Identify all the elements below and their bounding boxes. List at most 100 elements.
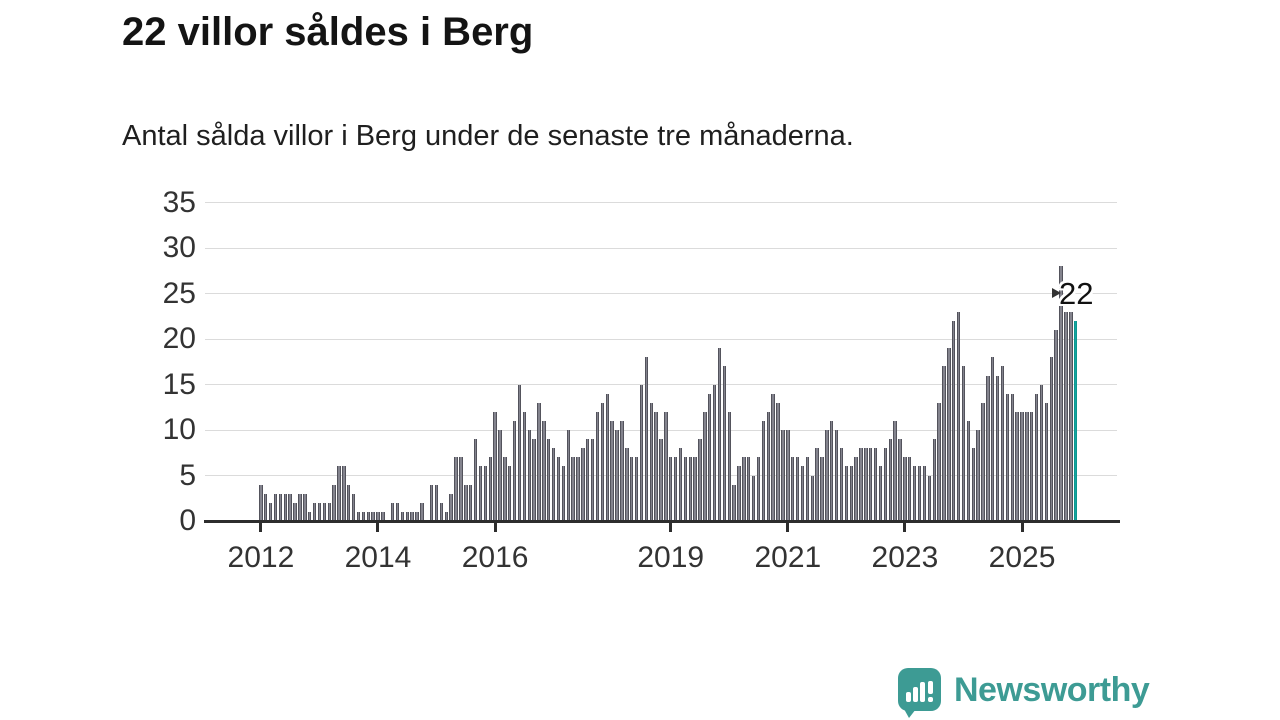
bar xyxy=(791,457,795,521)
x-tick-2012 xyxy=(259,523,263,532)
bar xyxy=(595,411,600,521)
bar xyxy=(932,439,936,521)
x-tick-2023 xyxy=(903,523,907,532)
bar xyxy=(742,457,746,521)
bar xyxy=(644,357,649,521)
bar xyxy=(429,484,434,521)
bar xyxy=(278,493,283,521)
bar xyxy=(761,421,766,521)
bar xyxy=(312,502,317,521)
chart-subtitle: Antal sålda villor i Berg under de senas… xyxy=(122,120,854,152)
x-tick-2014 xyxy=(376,523,380,532)
bar xyxy=(415,511,419,521)
x-axis-label-2012: 2012 xyxy=(227,541,295,574)
logo-badge-tail xyxy=(904,709,916,718)
bar xyxy=(449,493,453,521)
bar xyxy=(473,439,478,521)
bar xyxy=(468,484,473,521)
bar xyxy=(942,366,946,521)
bar xyxy=(737,466,741,521)
bar xyxy=(820,457,824,521)
logo-mini-bar-1 xyxy=(906,692,911,702)
bar xyxy=(893,421,897,521)
bar xyxy=(727,411,731,521)
bar xyxy=(981,402,985,521)
bar xyxy=(908,457,912,521)
bar xyxy=(381,511,385,521)
bar xyxy=(732,484,736,521)
bar xyxy=(625,448,629,521)
bar xyxy=(771,393,775,521)
bar xyxy=(1049,357,1053,521)
bar xyxy=(366,511,370,521)
bar xyxy=(503,457,507,521)
bar xyxy=(976,430,980,521)
y-axis-label-15: 15 xyxy=(162,367,196,401)
bar xyxy=(654,411,658,521)
bar xyxy=(834,430,839,521)
bar xyxy=(561,466,566,521)
bar xyxy=(307,511,312,521)
x-tick-2025 xyxy=(1020,523,1024,532)
y-axis-label-0: 0 xyxy=(179,504,196,537)
bar xyxy=(332,484,336,521)
bar xyxy=(615,430,619,521)
bar xyxy=(898,439,902,521)
logo-exclamation-dot xyxy=(928,697,933,702)
bar xyxy=(825,430,829,521)
bar xyxy=(571,457,575,521)
bar xyxy=(1030,411,1034,521)
bar xyxy=(649,402,653,521)
bar xyxy=(854,457,858,521)
bar xyxy=(986,375,990,521)
x-tick-2016 xyxy=(493,523,497,532)
bar xyxy=(795,457,800,521)
bar xyxy=(420,502,424,521)
y-axis-label-25: 25 xyxy=(162,276,196,310)
logo-text: Newsworthy xyxy=(954,671,1150,709)
bar xyxy=(1005,393,1010,521)
bar xyxy=(1034,393,1039,521)
bar xyxy=(878,466,883,521)
bar xyxy=(956,311,961,521)
bar xyxy=(912,466,917,521)
bar xyxy=(747,457,751,521)
x-axis-label-2016: 2016 xyxy=(461,541,529,574)
page-title: 22 villor såldes i Berg xyxy=(122,10,534,54)
bar xyxy=(805,457,810,521)
bar xyxy=(522,411,527,521)
bar xyxy=(995,375,1000,521)
bar xyxy=(283,493,287,521)
bar xyxy=(883,448,888,521)
bar xyxy=(693,457,697,521)
bar xyxy=(669,457,673,521)
bar xyxy=(1054,330,1058,521)
bar xyxy=(766,411,770,521)
bar xyxy=(966,421,971,521)
bar xyxy=(673,457,678,521)
bar xyxy=(952,321,956,521)
bar xyxy=(410,511,414,521)
bar xyxy=(556,457,561,521)
bar xyxy=(600,402,605,521)
bar xyxy=(361,511,366,521)
bar xyxy=(371,511,375,521)
bar xyxy=(688,457,692,521)
last-value-annotation: 22 xyxy=(1059,276,1094,311)
bar xyxy=(1039,384,1044,521)
bar xyxy=(815,448,819,521)
bar xyxy=(317,502,322,521)
bar xyxy=(566,430,570,521)
bar xyxy=(444,511,448,521)
highlighted-bar xyxy=(1073,321,1078,521)
bar xyxy=(508,466,512,521)
bar xyxy=(273,493,278,521)
bar xyxy=(586,439,590,521)
bar xyxy=(439,502,444,521)
bar xyxy=(722,366,727,521)
bar xyxy=(590,439,595,521)
bar xyxy=(288,493,292,521)
bar xyxy=(264,493,268,521)
bar xyxy=(454,457,458,521)
